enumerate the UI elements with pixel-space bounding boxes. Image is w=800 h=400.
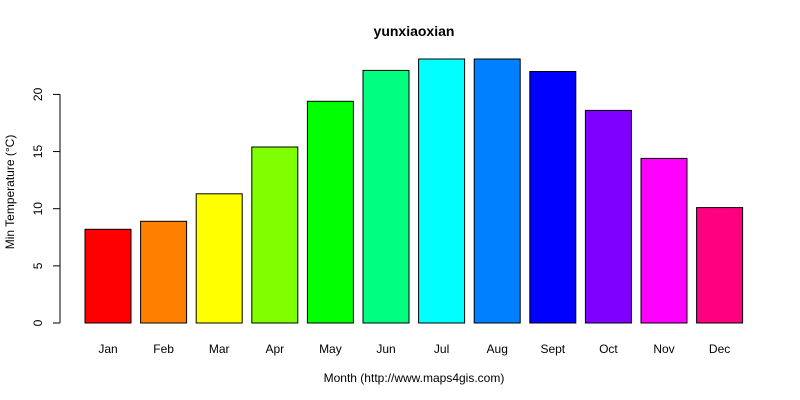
bar-sept [529, 71, 577, 324]
x-tick-label: Jan [98, 342, 117, 356]
y-tick-label: 5 [31, 262, 45, 269]
x-tick-label: Oct [599, 342, 618, 356]
y-axis-label: Min Temperature (°C) [3, 135, 17, 250]
x-tick-label: Dec [709, 342, 730, 356]
x-tick-label: Apr [265, 342, 284, 356]
y-tick-label: 10 [31, 202, 45, 216]
bar-jan [84, 228, 132, 324]
bar-aug [473, 58, 521, 324]
x-tick-label: Sept [540, 342, 565, 356]
y-tick-label: 0 [31, 319, 45, 326]
x-tick-labels: Jan Feb Mar Apr May Jun Jul Aug Sept Oct Nov Dec [98, 342, 730, 356]
bar-jul [418, 58, 466, 324]
bar-may [306, 100, 354, 324]
bar-feb [140, 220, 188, 324]
bar-apr [251, 146, 299, 324]
y-tick-label: 15 [31, 145, 45, 159]
bar-jun [362, 69, 410, 324]
y-axis: 0 5 10 15 20 [31, 87, 61, 326]
x-tick-label: May [319, 342, 342, 356]
x-tick-label: Feb [153, 342, 174, 356]
bars-group [84, 58, 744, 324]
x-tick-label: Aug [487, 342, 508, 356]
x-tick-label: Jul [434, 342, 449, 356]
bar-mar [195, 193, 243, 324]
x-axis-label: Month (http://www.maps4gis.com) [324, 371, 505, 385]
bar-dec [696, 207, 744, 324]
x-tick-label: Nov [653, 342, 674, 356]
bar-oct [584, 109, 632, 324]
y-tick-label: 20 [31, 87, 45, 101]
x-tick-label: Mar [209, 342, 230, 356]
bar-nov [640, 157, 688, 324]
chart-title: yunxiaoxian [374, 23, 455, 39]
x-tick-label: Jun [376, 342, 395, 356]
